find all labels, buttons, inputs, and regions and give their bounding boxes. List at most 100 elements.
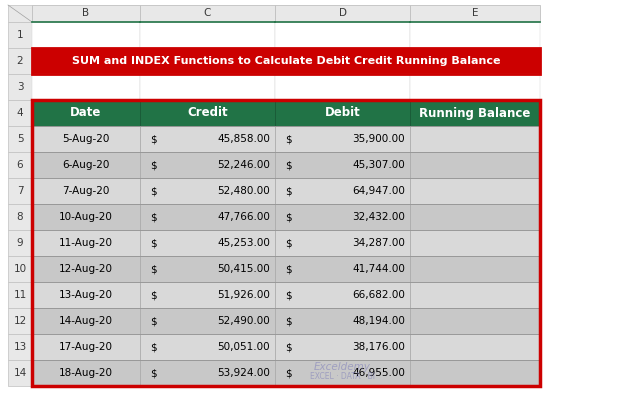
Bar — [8, 126, 32, 152]
Bar — [32, 256, 140, 282]
Text: $: $ — [150, 134, 156, 144]
Bar — [275, 22, 410, 48]
Bar — [32, 22, 140, 48]
Text: 7-Aug-20: 7-Aug-20 — [63, 186, 110, 196]
Bar — [140, 100, 275, 126]
Bar — [275, 360, 410, 386]
Text: 11: 11 — [13, 290, 27, 300]
Bar — [410, 74, 540, 100]
Text: 45,253.00: 45,253.00 — [217, 238, 270, 248]
Bar — [140, 256, 275, 282]
Bar — [32, 152, 140, 178]
Bar — [410, 204, 540, 230]
Bar — [275, 100, 410, 126]
Bar — [8, 334, 32, 360]
Text: 14: 14 — [13, 368, 27, 378]
Text: 50,415.00: 50,415.00 — [217, 264, 270, 274]
Text: 52,490.00: 52,490.00 — [217, 316, 270, 326]
Text: 2: 2 — [17, 56, 23, 66]
Text: $: $ — [150, 186, 156, 196]
Text: 6-Aug-20: 6-Aug-20 — [63, 160, 110, 170]
Bar — [32, 48, 540, 74]
Text: $: $ — [150, 290, 156, 300]
Bar — [140, 230, 275, 256]
Text: Date: Date — [70, 106, 101, 119]
Bar — [410, 256, 540, 282]
Bar — [8, 360, 32, 386]
Bar — [8, 152, 32, 178]
Text: $: $ — [150, 264, 156, 274]
Text: 10: 10 — [13, 264, 26, 274]
Bar — [32, 100, 140, 126]
Bar — [32, 230, 140, 256]
Text: 7: 7 — [17, 186, 23, 196]
Text: 38,176.00: 38,176.00 — [352, 342, 405, 352]
Bar — [410, 230, 540, 256]
Bar — [410, 360, 540, 386]
Text: 53,924.00: 53,924.00 — [217, 368, 270, 378]
Bar — [140, 22, 275, 48]
Text: $: $ — [285, 316, 292, 326]
Text: $: $ — [285, 238, 292, 248]
Bar — [140, 5, 275, 22]
Bar — [140, 178, 275, 204]
Text: 45,307.00: 45,307.00 — [352, 160, 405, 170]
Text: 41,744.00: 41,744.00 — [352, 264, 405, 274]
Bar — [32, 360, 140, 386]
Bar — [140, 204, 275, 230]
Text: 9: 9 — [17, 238, 23, 248]
Text: $: $ — [285, 368, 292, 378]
Text: 64,947.00: 64,947.00 — [352, 186, 405, 196]
Text: 14-Aug-20: 14-Aug-20 — [59, 316, 113, 326]
Text: $: $ — [285, 134, 292, 144]
Bar — [275, 5, 410, 22]
Bar — [410, 126, 540, 152]
Text: 46,955.00: 46,955.00 — [352, 368, 405, 378]
Bar — [410, 100, 540, 126]
Text: 52,480.00: 52,480.00 — [217, 186, 270, 196]
Text: $: $ — [150, 316, 156, 326]
Bar — [275, 282, 410, 308]
Text: 48,194.00: 48,194.00 — [352, 316, 405, 326]
Text: $: $ — [285, 342, 292, 352]
Text: C: C — [204, 8, 211, 18]
Text: $: $ — [150, 160, 156, 170]
Bar — [410, 22, 540, 48]
Text: 52,246.00: 52,246.00 — [217, 160, 270, 170]
Bar — [140, 74, 275, 100]
Bar — [8, 48, 32, 74]
Text: 12: 12 — [13, 316, 27, 326]
Text: 32,432.00: 32,432.00 — [352, 212, 405, 222]
Bar — [275, 178, 410, 204]
Text: 5: 5 — [17, 134, 23, 144]
Text: 10-Aug-20: 10-Aug-20 — [59, 212, 113, 222]
Text: 34,287.00: 34,287.00 — [352, 238, 405, 248]
Text: $: $ — [150, 342, 156, 352]
Bar — [32, 204, 140, 230]
Text: $: $ — [285, 160, 292, 170]
Text: 12-Aug-20: 12-Aug-20 — [59, 264, 113, 274]
Bar — [275, 334, 410, 360]
Bar — [32, 282, 140, 308]
Bar — [32, 334, 140, 360]
Bar — [140, 282, 275, 308]
Text: 50,051.00: 50,051.00 — [217, 342, 270, 352]
Bar — [8, 308, 32, 334]
Bar — [275, 152, 410, 178]
Bar — [410, 152, 540, 178]
Text: SUM and INDEX Functions to Calculate Debit Credit Running Balance: SUM and INDEX Functions to Calculate Deb… — [72, 56, 500, 66]
Bar — [32, 74, 140, 100]
Bar — [8, 230, 32, 256]
Bar — [8, 5, 32, 22]
Text: 11-Aug-20: 11-Aug-20 — [59, 238, 113, 248]
Text: 5-Aug-20: 5-Aug-20 — [63, 134, 110, 144]
Text: Credit: Credit — [187, 106, 228, 119]
Bar — [275, 230, 410, 256]
Text: 18-Aug-20: 18-Aug-20 — [59, 368, 113, 378]
Text: Exceldemy: Exceldemy — [314, 362, 371, 371]
Text: 13-Aug-20: 13-Aug-20 — [59, 290, 113, 300]
Bar — [140, 308, 275, 334]
Bar — [410, 282, 540, 308]
Bar — [8, 178, 32, 204]
Bar — [275, 204, 410, 230]
